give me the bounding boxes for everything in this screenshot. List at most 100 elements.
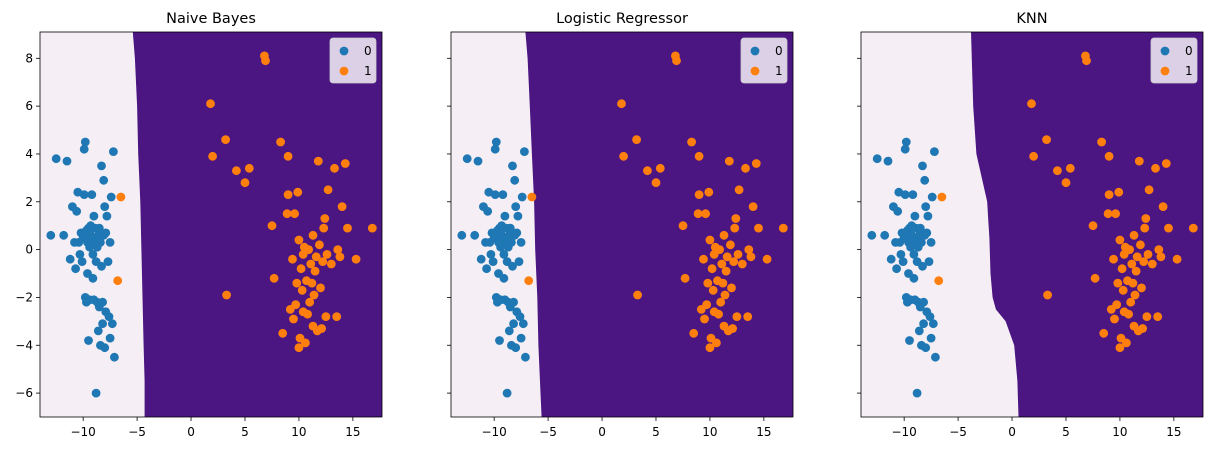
point-class-0 bbox=[101, 228, 111, 238]
point-class-1 bbox=[1082, 56, 1091, 66]
point-class-1 bbox=[1141, 214, 1151, 223]
point-class-0 bbox=[517, 192, 527, 202]
point-class-1 bbox=[678, 221, 688, 231]
series-0 bbox=[867, 137, 940, 398]
point-class-1 bbox=[730, 223, 740, 233]
panel-title: Logistic Regressor bbox=[556, 11, 688, 27]
point-class-1 bbox=[1115, 235, 1125, 245]
point-class-1 bbox=[680, 273, 690, 283]
point-class-1 bbox=[687, 137, 696, 147]
point-class-1 bbox=[311, 252, 321, 262]
point-class-0 bbox=[51, 154, 61, 164]
point-class-1 bbox=[632, 135, 641, 145]
point-class-0 bbox=[928, 319, 938, 329]
point-class-1 bbox=[1139, 257, 1149, 266]
point-class-0 bbox=[97, 161, 106, 171]
point-class-0 bbox=[914, 326, 924, 336]
point-class-1 bbox=[297, 285, 307, 295]
point-class-1 bbox=[351, 254, 361, 264]
point-class-0 bbox=[908, 190, 918, 200]
point-class-0 bbox=[462, 154, 472, 164]
series-1 bbox=[113, 51, 377, 353]
point-class-0 bbox=[917, 238, 926, 247]
point-class-1 bbox=[326, 259, 336, 269]
point-class-0 bbox=[46, 230, 56, 240]
point-class-0 bbox=[470, 230, 480, 240]
point-class-0 bbox=[62, 156, 72, 166]
legend-label-0: 0 bbox=[364, 44, 372, 58]
point-class-0 bbox=[910, 211, 920, 221]
point-class-1 bbox=[524, 276, 534, 286]
point-class-1 bbox=[330, 163, 339, 173]
x-tick-label: 15 bbox=[756, 425, 771, 439]
legend: 01 bbox=[1150, 37, 1198, 84]
point-class-1 bbox=[617, 99, 626, 109]
point-class-0 bbox=[921, 202, 931, 212]
point-class-0 bbox=[905, 336, 914, 345]
point-class-1 bbox=[1137, 283, 1146, 293]
point-class-0 bbox=[927, 192, 937, 202]
x-tick-label: −5 bbox=[539, 425, 557, 439]
point-class-1 bbox=[221, 135, 231, 145]
point-class-0 bbox=[886, 254, 896, 264]
point-class-1 bbox=[732, 312, 742, 321]
point-class-0 bbox=[901, 137, 911, 147]
plot-area bbox=[861, 32, 1203, 417]
point-class-0 bbox=[473, 156, 483, 166]
point-class-1 bbox=[1042, 135, 1051, 145]
point-class-1 bbox=[1097, 137, 1106, 147]
point-class-0 bbox=[920, 175, 930, 185]
point-class-0 bbox=[105, 333, 115, 343]
point-class-1 bbox=[934, 276, 944, 286]
point-class-1 bbox=[1109, 254, 1118, 264]
point-class-1 bbox=[320, 214, 330, 223]
point-class-0 bbox=[107, 319, 117, 329]
point-class-0 bbox=[72, 206, 82, 216]
point-class-1 bbox=[633, 290, 642, 300]
panel-title: KNN bbox=[1016, 11, 1047, 27]
point-class-0 bbox=[921, 343, 931, 353]
point-class-0 bbox=[909, 273, 919, 283]
x-tick-label: 0 bbox=[598, 425, 606, 439]
point-class-1 bbox=[306, 259, 316, 269]
point-class-1 bbox=[319, 223, 329, 233]
point-class-1 bbox=[1142, 312, 1152, 321]
point-class-0 bbox=[518, 319, 528, 329]
legend-marker-1 bbox=[1160, 66, 1170, 76]
x-tick-label: 5 bbox=[241, 425, 249, 439]
point-class-1 bbox=[1053, 166, 1062, 176]
point-class-0 bbox=[931, 352, 940, 362]
point-class-0 bbox=[504, 326, 514, 336]
point-class-1 bbox=[1129, 230, 1139, 240]
point-class-0 bbox=[77, 257, 87, 266]
point-class-0 bbox=[880, 230, 890, 240]
point-class-1 bbox=[1144, 185, 1154, 195]
point-class-1 bbox=[1161, 159, 1171, 168]
series-1 bbox=[934, 51, 1198, 353]
point-class-1 bbox=[727, 283, 736, 293]
point-class-1 bbox=[702, 300, 712, 309]
point-class-1 bbox=[240, 178, 250, 188]
point-class-1 bbox=[308, 230, 318, 240]
point-class-0 bbox=[97, 261, 106, 271]
point-class-0 bbox=[900, 144, 910, 154]
point-class-1 bbox=[734, 185, 744, 195]
point-class-1 bbox=[741, 163, 750, 173]
point-class-0 bbox=[490, 144, 500, 154]
x-tick-label: 0 bbox=[1008, 425, 1016, 439]
point-class-1 bbox=[289, 314, 298, 324]
point-class-0 bbox=[514, 257, 524, 266]
point-class-0 bbox=[104, 312, 114, 321]
x-tick-label: 15 bbox=[345, 425, 360, 439]
point-class-0 bbox=[510, 175, 520, 185]
point-class-1 bbox=[714, 309, 723, 319]
point-class-0 bbox=[926, 238, 936, 247]
legend: 01 bbox=[740, 37, 788, 84]
point-class-1 bbox=[1110, 314, 1119, 324]
legend: 01 bbox=[329, 37, 377, 84]
point-class-1 bbox=[1126, 297, 1136, 307]
point-class-1 bbox=[1125, 245, 1134, 255]
y-tick-label: 0 bbox=[25, 243, 33, 257]
